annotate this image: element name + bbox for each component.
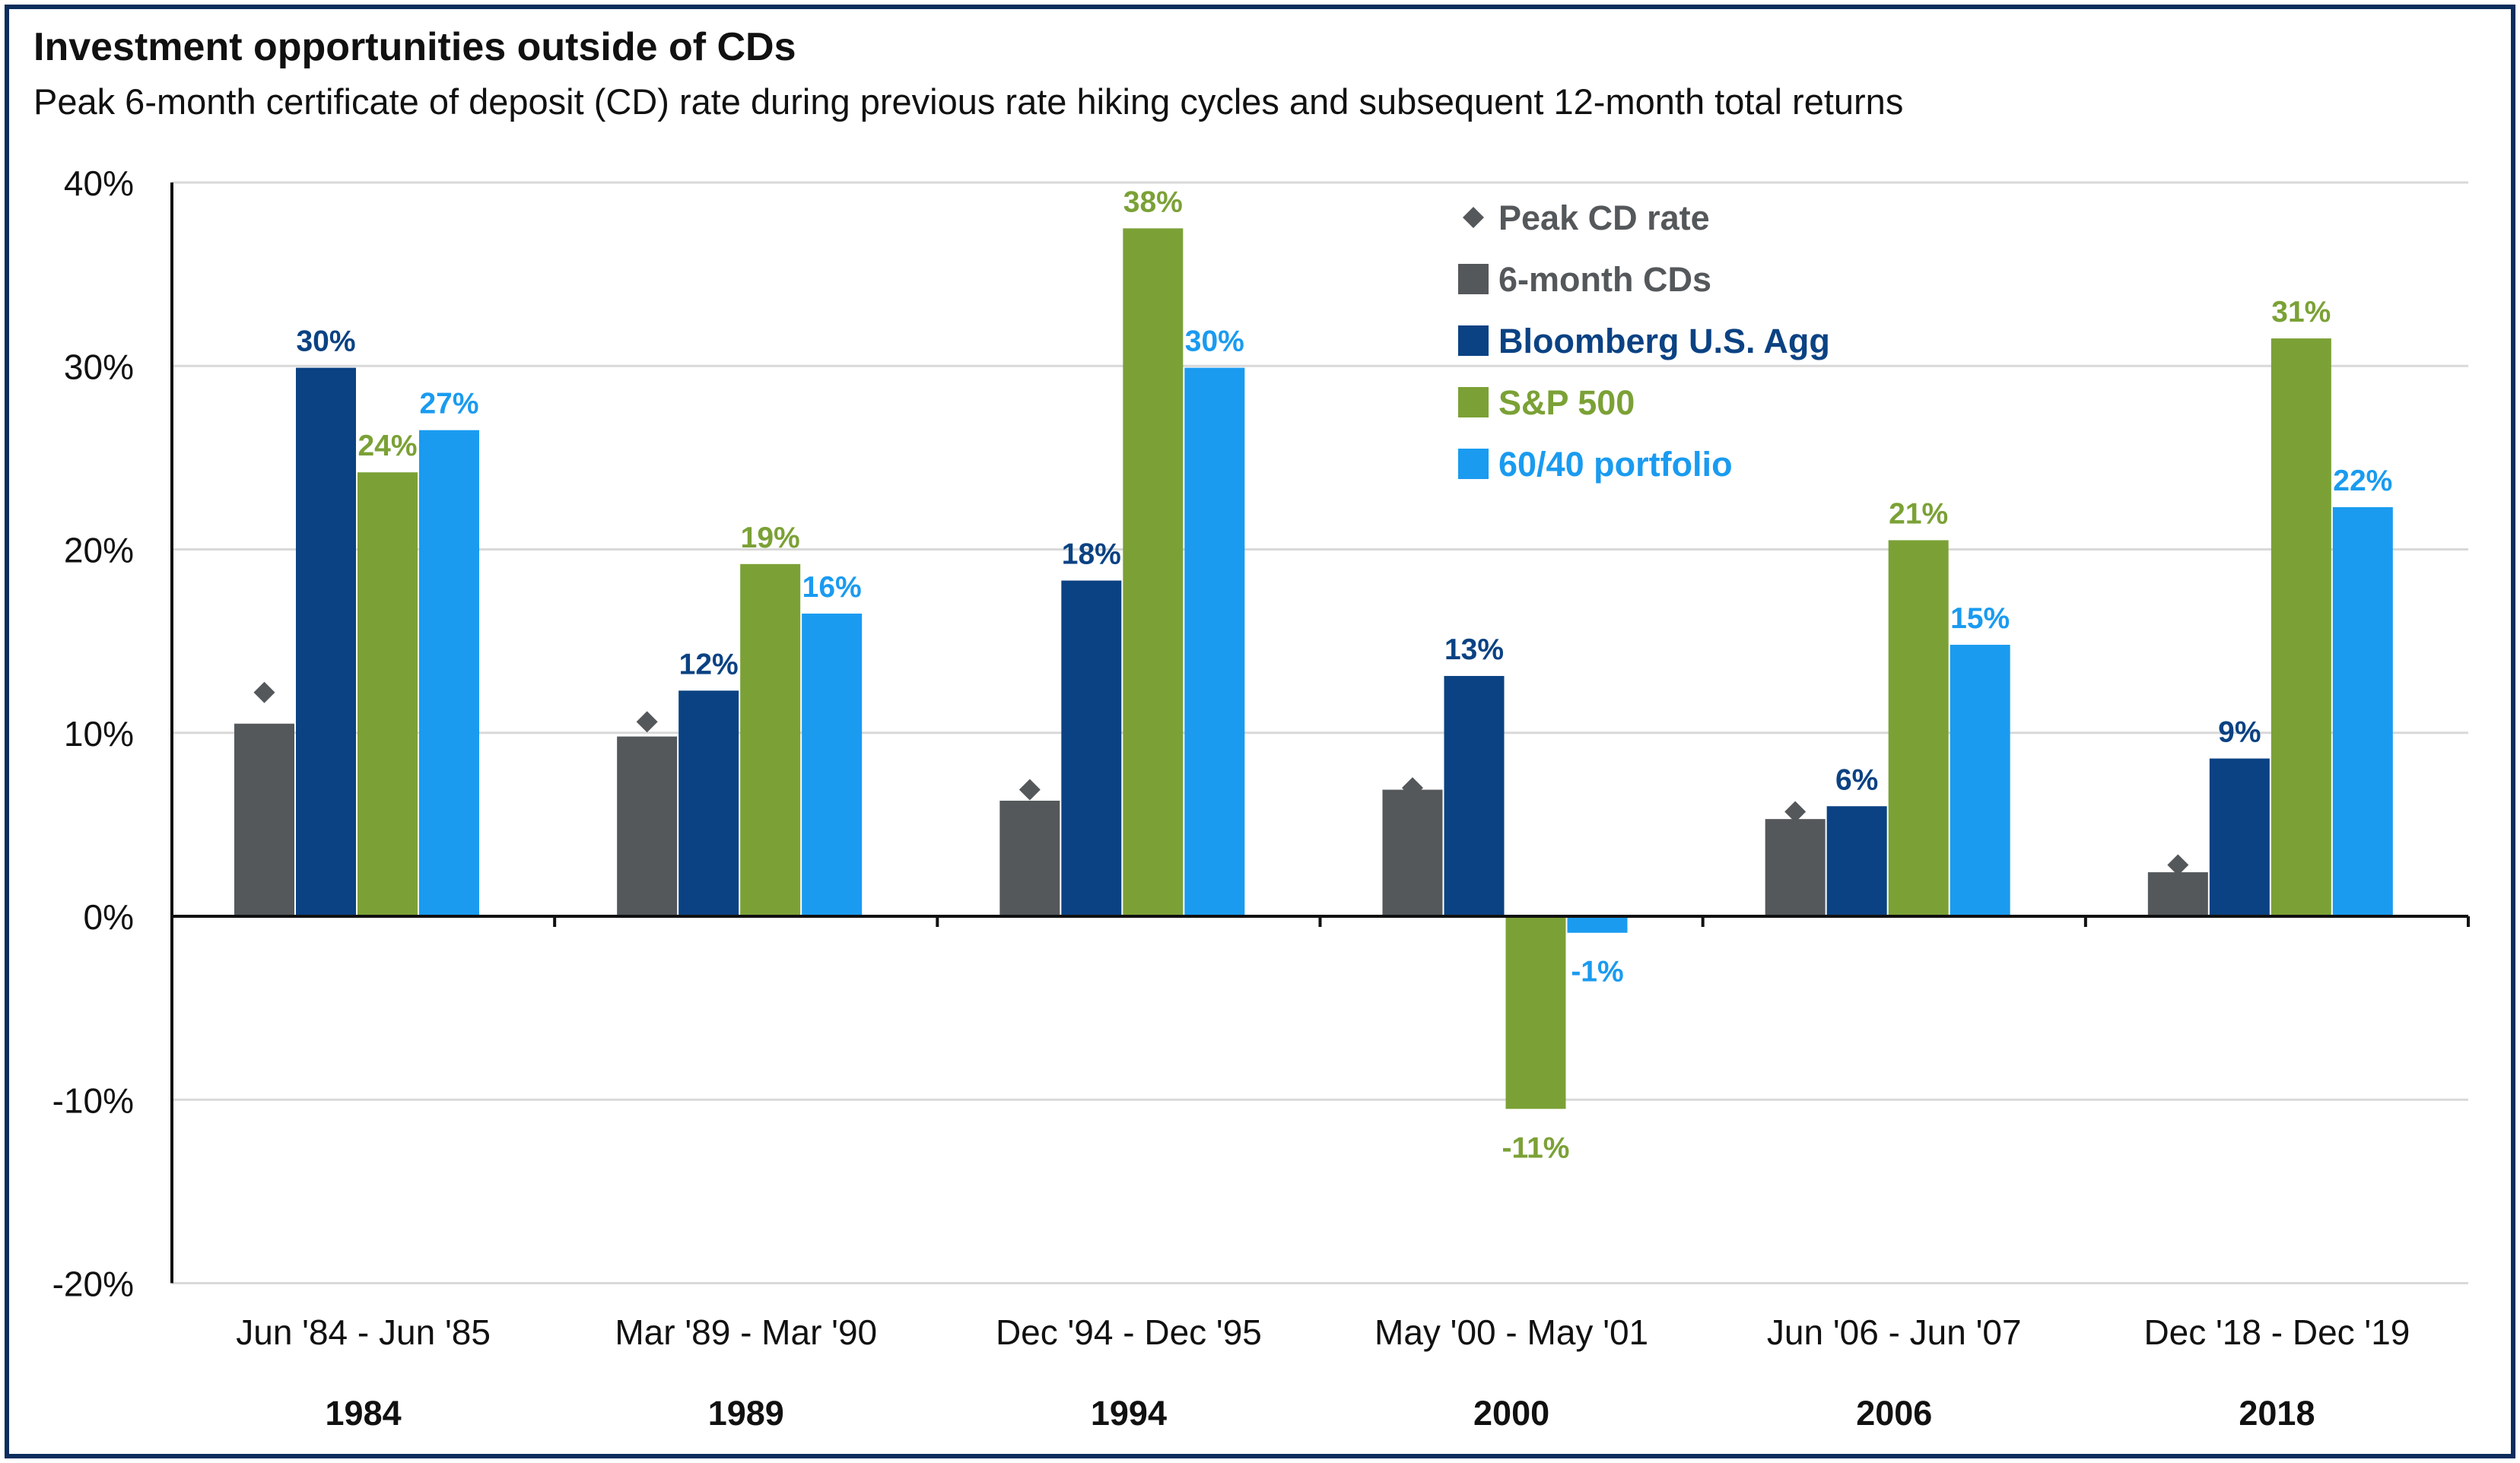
- cd-bar: [617, 736, 678, 916]
- x-category-label: Jun '06 - Jun '07: [1767, 1312, 2022, 1352]
- agg-data-label: 18%: [1062, 538, 1121, 571]
- legend: Peak CD rate 6-month CDs Bloomberg U.S. Ag…: [1458, 198, 1830, 484]
- legend-label: Peak CD rate: [1498, 198, 1710, 237]
- x-year-label: 2018: [2239, 1394, 2315, 1433]
- portfolio-bar: [419, 430, 479, 916]
- agg-data-label: 6%: [1835, 763, 1878, 796]
- x-year-label: 1984: [326, 1394, 402, 1433]
- x-axis-labels: Jun '84 - Jun '85 1984 Mar '89 - Mar '90 19…: [236, 1312, 2410, 1433]
- gridlines: [172, 181, 2468, 1284]
- sp500-data-label: 24%: [358, 430, 417, 462]
- x-year-label: 2006: [1856, 1394, 1932, 1433]
- y-tick-label: 40%: [64, 163, 134, 203]
- x-category-label: Dec '94 - Dec '95: [996, 1312, 1262, 1352]
- y-tick-label: 10%: [64, 714, 134, 754]
- legend-swatch: [1458, 449, 1489, 479]
- legend-label: S&P 500: [1498, 383, 1635, 422]
- peak-cd-marker: [1784, 801, 1807, 823]
- peak-cd-marker: [253, 681, 275, 703]
- chart-subtitle: Peak 6-month certificate of deposit (CD)…: [33, 81, 1904, 122]
- x-category-label: Jun '84 - Jun '85: [236, 1312, 491, 1352]
- y-tick-label: 20%: [64, 531, 134, 570]
- x-year-label: 1994: [1091, 1394, 1167, 1433]
- portfolio-bar: [1567, 916, 1628, 933]
- agg-data-label: 9%: [2218, 716, 2261, 749]
- legend-label: Bloomberg U.S. Agg: [1498, 322, 1830, 360]
- sp500-data-label: 38%: [1123, 186, 1183, 218]
- y-tick-label: 30%: [64, 347, 134, 386]
- y-axis-labels: 40% 30% 20% 10% 0% -10% -20%: [52, 163, 134, 1304]
- agg-bar: [678, 690, 739, 916]
- sp500-bar: [358, 472, 418, 916]
- x-category-label: Mar '89 - Mar '90: [615, 1312, 877, 1352]
- sp500-data-label: -11%: [1502, 1131, 1570, 1164]
- sp500-data-label: 21%: [1889, 497, 1948, 530]
- x-year-label: 2000: [1473, 1394, 1549, 1433]
- legend-swatch: [1458, 325, 1489, 356]
- portfolio-data-label: 22%: [2333, 465, 2392, 497]
- agg-bar: [296, 367, 356, 917]
- cd-bar: [1382, 789, 1443, 916]
- portfolio-data-label: 16%: [802, 571, 862, 604]
- peak-cd-marker: [1018, 779, 1041, 801]
- x-category-label: May '00 - May '01: [1374, 1312, 1648, 1352]
- y-tick-label: -10%: [52, 1081, 134, 1120]
- sp500-bar: [1123, 228, 1184, 916]
- sp500-data-label: 31%: [2271, 296, 2331, 328]
- y-tick-label: -20%: [52, 1265, 134, 1304]
- legend-swatch: [1458, 264, 1489, 294]
- peak-cd-markers: [253, 681, 2189, 876]
- sp500-bar: [740, 563, 801, 916]
- agg-bar: [2209, 758, 2270, 916]
- y-tick-label: 0%: [84, 897, 134, 937]
- x-category-label: Dec '18 - Dec '19: [2143, 1312, 2410, 1352]
- axes: [170, 182, 2470, 1284]
- legend-label: 60/40 portfolio: [1498, 445, 1733, 484]
- agg-data-label: 13%: [1444, 633, 1504, 666]
- data-labels: 30% 12% 18% 13% 6% 9% 24% 19% 38% -11% 21% 31% 27% 16…: [296, 186, 2392, 1164]
- sp500-bar: [2271, 338, 2331, 916]
- agg-bar: [1061, 580, 1122, 916]
- legend-swatch: [1458, 387, 1489, 417]
- portfolio-bar: [1184, 367, 1245, 917]
- sp500-data-label: 19%: [741, 522, 800, 554]
- portfolio-data-label: 15%: [1950, 602, 2010, 635]
- chart-title: Investment opportunities outside of CDs: [33, 25, 796, 69]
- peak-cd-marker: [636, 711, 658, 733]
- portfolio-bar: [802, 613, 863, 916]
- cd-bar: [1765, 819, 1826, 916]
- portfolio-bar: [1950, 644, 2010, 916]
- sp500-bar: [1505, 916, 1566, 1109]
- legend-marker-peak-cd: [1463, 207, 1484, 228]
- agg-bar: [1444, 675, 1505, 916]
- portfolio-data-label: 30%: [1185, 325, 1244, 358]
- portfolio-data-label: -1%: [1571, 956, 1623, 989]
- agg-bar: [1826, 806, 1887, 916]
- sp500-bar: [1888, 540, 1949, 916]
- portfolio-data-label: 27%: [419, 388, 478, 420]
- x-year-label: 1989: [708, 1394, 784, 1433]
- cd-bar: [234, 723, 294, 916]
- peak-cd-marker: [1402, 777, 1423, 799]
- agg-data-label: 12%: [679, 648, 739, 681]
- legend-label: 6-month CDs: [1498, 260, 1711, 299]
- cd-bar: [2147, 872, 2208, 916]
- agg-data-label: 30%: [296, 325, 355, 358]
- cd-bar: [999, 801, 1060, 916]
- peak-cd-marker: [2167, 854, 2189, 876]
- portfolio-bar: [2332, 507, 2393, 916]
- bars: [234, 228, 2393, 1109]
